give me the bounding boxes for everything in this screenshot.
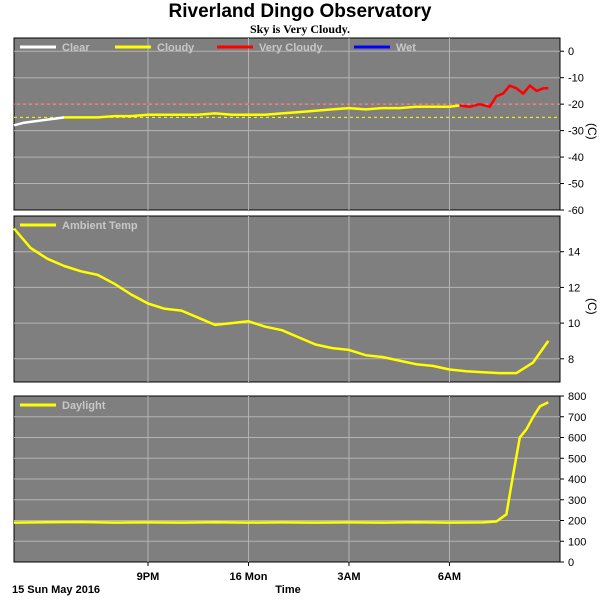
- ytick-label: 500: [568, 453, 586, 465]
- panel-daylight-yticks: 0 100 200 300 400 500 600 700 800: [560, 391, 586, 569]
- ytick-label: -50: [568, 179, 584, 191]
- chart-title: Riverland Dingo Observatory: [168, 1, 432, 22]
- ytick-label: 8: [568, 354, 574, 366]
- ytick-label: -40: [568, 152, 584, 164]
- panel-sky-temperature: 0 -10 -20 -30 -40 -50 -60 Clear Cloudy Very Clou…: [13, 37, 599, 217]
- ytick-label: 300: [568, 495, 586, 507]
- ytick-label: 0: [568, 557, 574, 569]
- panel-ambient-grid: [14, 216, 560, 382]
- panel-sky-unit: (C): [585, 123, 599, 140]
- ytick-label: -60: [568, 205, 584, 217]
- chart-subtitle: Sky is Very Cloudy.: [249, 22, 351, 36]
- panel-ambient-temperature: 8 10 12 14 Ambient Temp (C): [13, 215, 599, 383]
- panel-ambient-yticks: 8 10 12 14: [560, 247, 580, 366]
- panel-ambient-lines: [13, 227, 550, 375]
- ytick-label: 400: [568, 474, 586, 486]
- date-label: 15 Sun May 2016: [12, 584, 100, 596]
- ytick-label: -20: [568, 99, 584, 111]
- x-axis-label: Time: [275, 584, 300, 596]
- panel-ambient-unit: (C): [585, 298, 599, 315]
- ytick-label: 12: [568, 282, 580, 294]
- ytick-label: 200: [568, 516, 586, 528]
- ytick-label: 100: [568, 536, 586, 548]
- panel-ambient-legend: Ambient Temp: [20, 220, 138, 232]
- xtick-label: 6AM: [438, 571, 461, 583]
- ytick-label: 800: [568, 391, 586, 403]
- x-axis-ticks: 9PM 16 Mon 3AM 6AM: [137, 562, 461, 583]
- panel-sky-yticks: 0 -10 -20 -30 -40 -50 -60: [560, 46, 584, 217]
- ytick-label: 600: [568, 433, 586, 445]
- legend-label: Daylight: [62, 400, 106, 412]
- panel-sky-legend: Clear Cloudy Very Cloudy Wet: [20, 42, 416, 54]
- series-line-very-cloudy: [459, 84, 549, 109]
- panel-daylight: 0 100 200 300 400 500 600 700 800 Daylight: [13, 391, 586, 569]
- legend-label: Very Cloudy: [259, 42, 323, 54]
- xtick-label: 9PM: [137, 571, 160, 583]
- ytick-label: 10: [568, 318, 580, 330]
- ytick-label: 0: [568, 46, 574, 58]
- legend-label: Wet: [396, 42, 416, 54]
- panel-daylight-lines: [13, 401, 549, 524]
- panel-daylight-grid: [14, 396, 560, 562]
- legend-label: Clear: [62, 42, 90, 54]
- panel-daylight-legend: Daylight: [20, 400, 106, 412]
- series-line-ambient-temp: [13, 227, 550, 375]
- series-line-clear: [13, 116, 65, 127]
- ytick-label: -30: [568, 126, 584, 138]
- legend-label: Cloudy: [157, 42, 195, 54]
- xtick-label: 16 Mon: [230, 571, 268, 583]
- xtick-label: 3AM: [337, 571, 360, 583]
- panel-sky-lines: [13, 84, 560, 127]
- panel-ambient-bg: [13, 215, 561, 383]
- series-line-cloudy: [64, 104, 460, 119]
- panel-sky-bg: [13, 37, 561, 211]
- ytick-label: 700: [568, 412, 586, 424]
- ytick-label: 14: [568, 247, 580, 259]
- ytick-label: -10: [568, 73, 584, 85]
- legend-label: Ambient Temp: [62, 220, 138, 232]
- series-line-daylight: [13, 401, 549, 524]
